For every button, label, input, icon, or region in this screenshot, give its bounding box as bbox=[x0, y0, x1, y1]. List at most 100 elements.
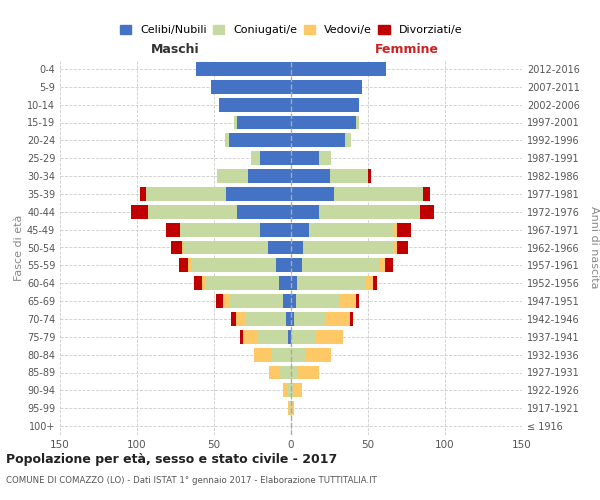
Bar bbox=[289, 401, 291, 415]
Bar bbox=[234, 116, 237, 130]
Bar bbox=[229, 134, 291, 147]
Bar bbox=[271, 348, 291, 362]
Bar bbox=[319, 151, 331, 165]
Bar bbox=[291, 205, 319, 219]
Bar bbox=[365, 276, 373, 290]
Bar bbox=[291, 258, 302, 272]
Bar bbox=[294, 384, 302, 398]
Bar bbox=[421, 205, 434, 219]
Bar bbox=[218, 98, 291, 112]
Legend: Celibi/Nubili, Coniugati/e, Vedovi/e, Divorziati/e: Celibi/Nubili, Coniugati/e, Vedovi/e, Di… bbox=[115, 20, 467, 40]
Bar bbox=[131, 205, 148, 219]
Bar bbox=[247, 312, 286, 326]
Bar bbox=[215, 294, 223, 308]
Bar bbox=[356, 294, 359, 308]
Bar bbox=[291, 312, 294, 326]
Bar bbox=[345, 134, 351, 147]
Bar bbox=[240, 330, 243, 344]
Bar bbox=[205, 276, 278, 290]
Bar bbox=[316, 330, 343, 344]
Bar bbox=[379, 258, 385, 272]
Y-axis label: Fasce di età: Fasce di età bbox=[14, 214, 24, 280]
Bar bbox=[291, 134, 345, 147]
Y-axis label: Anni di nascita: Anni di nascita bbox=[589, 206, 599, 289]
Bar bbox=[179, 258, 188, 272]
Bar bbox=[257, 330, 288, 344]
Bar bbox=[397, 222, 411, 236]
Text: Femmine: Femmine bbox=[374, 44, 439, 56]
Bar bbox=[291, 222, 310, 236]
Text: Popolazione per età, sesso e stato civile - 2017: Popolazione per età, sesso e stato civil… bbox=[6, 452, 337, 466]
Bar bbox=[248, 169, 291, 183]
Bar bbox=[356, 116, 359, 130]
Bar bbox=[291, 276, 297, 290]
Text: COMUNE DI COMAZZO (LO) - Dati ISTAT 1° gennaio 2017 - Elaborazione TUTTITALIA.IT: COMUNE DI COMAZZO (LO) - Dati ISTAT 1° g… bbox=[6, 476, 377, 485]
Bar bbox=[291, 330, 316, 344]
Bar bbox=[254, 348, 271, 362]
Bar bbox=[260, 151, 291, 165]
Bar bbox=[229, 294, 283, 308]
Bar bbox=[385, 258, 392, 272]
Bar bbox=[223, 294, 229, 308]
Bar bbox=[268, 240, 291, 254]
Bar bbox=[202, 276, 205, 290]
Bar bbox=[191, 258, 275, 272]
Bar bbox=[291, 80, 362, 94]
Text: Maschi: Maschi bbox=[151, 44, 200, 56]
Bar bbox=[291, 62, 386, 76]
Bar bbox=[291, 116, 356, 130]
Bar bbox=[291, 151, 319, 165]
Bar bbox=[225, 134, 229, 147]
Bar bbox=[283, 384, 288, 398]
Bar bbox=[397, 240, 408, 254]
Bar bbox=[188, 258, 191, 272]
Bar bbox=[148, 205, 237, 219]
Bar bbox=[236, 312, 247, 326]
Bar bbox=[305, 348, 331, 362]
Bar bbox=[182, 240, 183, 254]
Bar bbox=[297, 366, 319, 380]
Bar bbox=[339, 294, 356, 308]
Bar bbox=[288, 401, 289, 415]
Bar bbox=[269, 366, 280, 380]
Bar bbox=[251, 151, 260, 165]
Bar bbox=[140, 187, 146, 201]
Bar bbox=[171, 240, 182, 254]
Bar bbox=[296, 294, 339, 308]
Bar bbox=[275, 258, 291, 272]
Bar bbox=[304, 240, 392, 254]
Bar bbox=[183, 240, 268, 254]
Bar bbox=[291, 294, 296, 308]
Bar bbox=[288, 384, 291, 398]
Bar bbox=[291, 348, 305, 362]
Bar bbox=[294, 312, 325, 326]
Bar bbox=[288, 330, 291, 344]
Bar bbox=[291, 169, 329, 183]
Bar bbox=[291, 401, 294, 415]
Bar bbox=[237, 116, 291, 130]
Bar bbox=[243, 330, 257, 344]
Bar bbox=[325, 312, 350, 326]
Bar bbox=[217, 169, 248, 183]
Bar bbox=[392, 240, 397, 254]
Bar bbox=[280, 366, 291, 380]
Bar bbox=[146, 187, 226, 201]
Bar bbox=[291, 98, 359, 112]
Bar bbox=[329, 169, 368, 183]
Bar bbox=[196, 62, 291, 76]
Bar bbox=[319, 205, 421, 219]
Bar bbox=[373, 276, 377, 290]
Bar bbox=[297, 276, 365, 290]
Bar bbox=[226, 187, 291, 201]
Bar bbox=[231, 312, 236, 326]
Bar bbox=[350, 312, 353, 326]
Bar bbox=[310, 222, 394, 236]
Bar bbox=[286, 312, 291, 326]
Bar bbox=[166, 222, 180, 236]
Bar bbox=[334, 187, 424, 201]
Bar bbox=[278, 276, 291, 290]
Bar bbox=[180, 222, 260, 236]
Bar bbox=[291, 187, 334, 201]
Bar bbox=[291, 240, 304, 254]
Bar bbox=[283, 294, 291, 308]
